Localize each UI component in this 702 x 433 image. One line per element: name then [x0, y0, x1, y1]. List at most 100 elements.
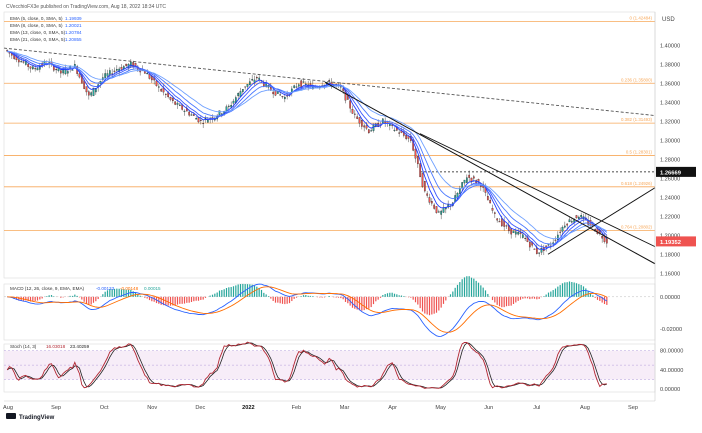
- stoch-value: 23.40259: [70, 344, 90, 349]
- fib-level-label: 0.382 (1.31493): [621, 117, 653, 122]
- candle: [25, 61, 26, 64]
- candle: [534, 249, 535, 250]
- macd-histogram-bar: [217, 293, 218, 297]
- macd-histogram-bar: [268, 296, 269, 297]
- time-tick-label: Mar: [340, 405, 350, 411]
- time-tick-label: Sep: [51, 405, 61, 411]
- macd-histogram-bar: [86, 297, 87, 304]
- currency-label: USD: [662, 17, 675, 23]
- macd-histogram-bar: [88, 297, 89, 305]
- macd-histogram-bar: [63, 297, 64, 298]
- macd-histogram-bar: [51, 295, 52, 297]
- legend-entry: EMA (13, close, 0, SMA, 5): [10, 30, 66, 35]
- macd-histogram-bar: [464, 277, 465, 296]
- legend-value: 1.19939: [65, 16, 82, 21]
- macd-histogram-bar: [95, 297, 96, 301]
- price-tick-label: 1.40000: [660, 43, 680, 49]
- candle: [559, 232, 560, 233]
- last-price-label: 1.19352: [660, 240, 681, 246]
- candle: [30, 67, 31, 69]
- macd-histogram-bar: [270, 297, 271, 299]
- macd-histogram-bar: [170, 297, 171, 306]
- macd-histogram-bar: [177, 297, 178, 305]
- macd-histogram-bar: [98, 297, 99, 299]
- macd-histogram-bar: [427, 297, 428, 315]
- candle: [132, 62, 133, 67]
- macd-histogram-bar: [198, 297, 199, 301]
- macd-histogram-bar: [497, 297, 498, 305]
- macd-histogram-bar: [396, 294, 397, 296]
- candle: [198, 117, 199, 122]
- legend-entry: EMA (8, close, 0, SMA, 5): [10, 23, 63, 28]
- macd-histogram-bar: [329, 296, 330, 297]
- candle: [405, 135, 406, 139]
- legend-entry: EMA (5, close, 0, SMA, 5): [10, 16, 63, 21]
- macd-histogram-bar: [203, 297, 204, 300]
- macd-histogram-bar: [231, 287, 232, 297]
- candle: [471, 178, 472, 181]
- macd-histogram-bar: [364, 297, 365, 310]
- candle: [242, 89, 243, 92]
- macd-histogram-bar: [347, 297, 348, 303]
- candle: [193, 114, 194, 115]
- candle: [606, 239, 607, 244]
- macd-histogram-bar: [196, 297, 197, 301]
- price-tick-label: 1.22000: [660, 214, 680, 220]
- macd-histogram-bar: [266, 294, 267, 296]
- time-tick-label: Jun: [484, 405, 493, 411]
- macd-histogram-bar: [147, 297, 148, 299]
- macd-histogram-bar: [338, 297, 339, 298]
- macd-histogram-bar: [340, 297, 341, 298]
- candle: [524, 238, 525, 239]
- macd-histogram-bar: [424, 297, 425, 314]
- candle: [228, 106, 229, 107]
- time-tick-label: Aug: [580, 405, 590, 411]
- macd-histogram-bar: [249, 284, 250, 296]
- candle: [20, 61, 21, 62]
- macd-histogram-bar: [471, 278, 472, 297]
- price-tag-label: 1.26669: [660, 170, 682, 176]
- legend-value: 1.20021: [65, 23, 82, 28]
- time-tick-label: Nov: [147, 405, 157, 411]
- candle: [86, 87, 87, 92]
- candle: [247, 84, 248, 86]
- macd-histogram-bar: [578, 284, 579, 297]
- macd-histogram-bar: [478, 283, 479, 297]
- macd-histogram-bar: [569, 281, 570, 296]
- candle: [230, 105, 231, 107]
- macd-histogram-bar: [182, 297, 183, 304]
- candle: [431, 201, 432, 203]
- candle: [83, 81, 84, 89]
- price-tick-label: 1.28000: [660, 157, 680, 163]
- candle: [566, 224, 567, 225]
- macd-histogram-bar: [487, 294, 488, 297]
- macd-histogram-bar: [462, 279, 463, 297]
- macd-histogram-bar: [361, 297, 362, 311]
- candle: [536, 248, 537, 254]
- candle: [298, 85, 299, 87]
- macd-histogram-bar: [301, 296, 302, 297]
- candle: [363, 126, 364, 127]
- candle: [438, 212, 439, 213]
- macd-histogram-bar: [562, 283, 563, 297]
- candle: [109, 70, 110, 74]
- macd-histogram-bar: [210, 296, 211, 297]
- macd-histogram-bar: [532, 297, 533, 299]
- candle: [373, 125, 374, 131]
- candle: [303, 82, 304, 83]
- price-pane[interactable]: 1.400001.380001.360001.340001.320001.300…: [4, 12, 696, 278]
- candle: [310, 84, 311, 85]
- stoch-title: Stoch (14, 3): [10, 344, 37, 349]
- candle: [359, 118, 360, 124]
- macd-histogram-bar: [604, 297, 605, 304]
- candle: [256, 77, 257, 78]
- macd-histogram-bar: [529, 297, 530, 299]
- candle: [62, 70, 63, 73]
- macd-histogram-bar: [214, 294, 215, 297]
- macd-histogram-bar: [296, 297, 297, 298]
- candle: [499, 221, 500, 222]
- macd-histogram-bar: [42, 297, 43, 299]
